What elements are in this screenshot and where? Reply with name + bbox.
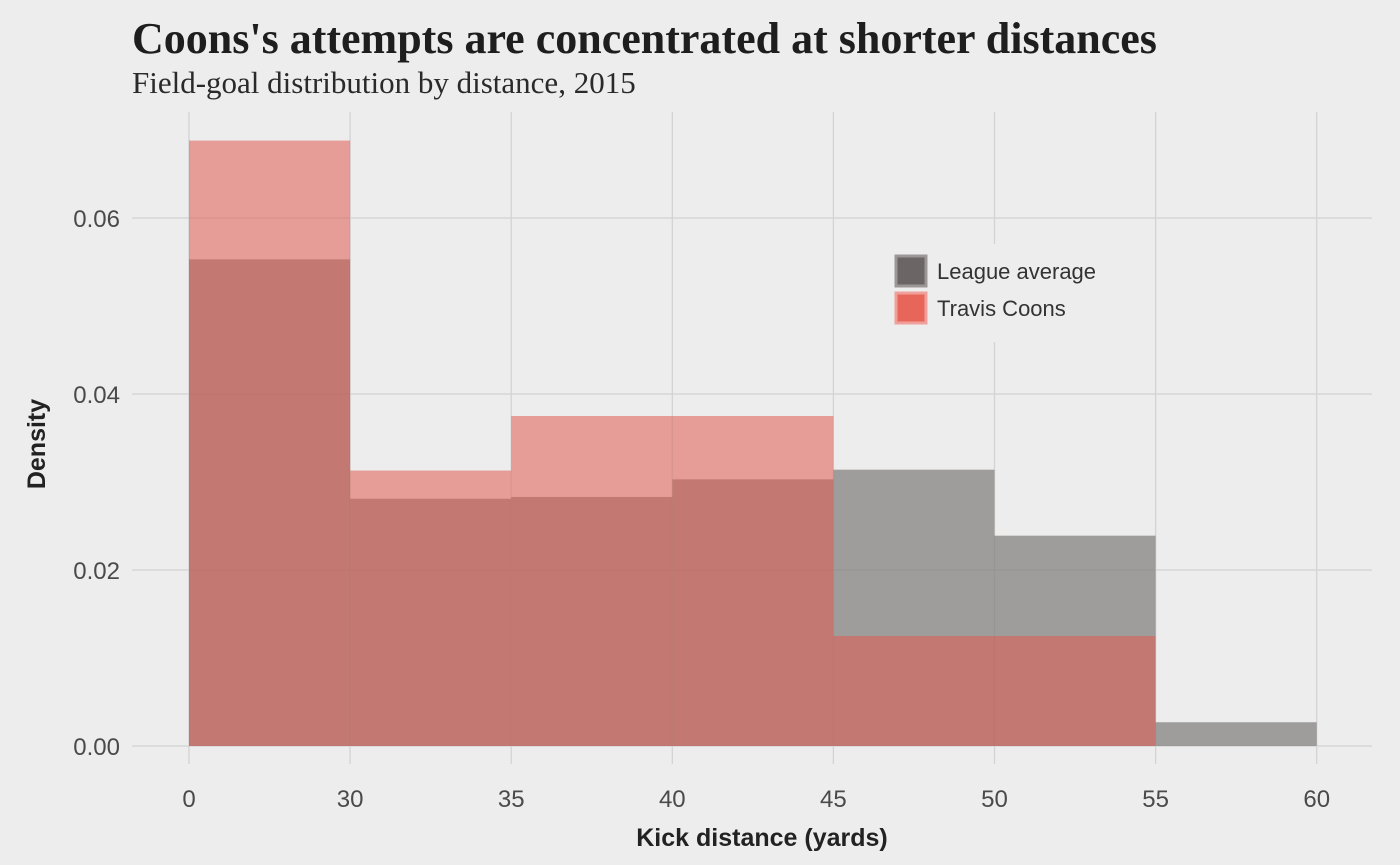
- chart-subtitle: Field-goal distribution by distance, 201…: [132, 65, 636, 100]
- travis-coons-bar: [350, 470, 512, 746]
- travis-coons-bar: [189, 140, 351, 746]
- x-tick-label: 30: [337, 786, 364, 813]
- travis-coons-bar: [833, 636, 995, 746]
- x-tick-label: 35: [498, 786, 525, 813]
- x-tick-label: 60: [1303, 786, 1330, 813]
- x-tick-label: 0: [182, 786, 195, 813]
- x-tick-label: 50: [981, 786, 1008, 813]
- y-tick-label: 0.06: [73, 206, 120, 233]
- travis-coons-bar: [511, 416, 673, 746]
- league-average-bar: [1155, 722, 1317, 746]
- chart-title: Coons's attempts are concentrated at sho…: [132, 14, 1157, 63]
- y-tick-label: 0.00: [73, 734, 120, 761]
- y-tick-label: 0.04: [73, 382, 120, 409]
- legend: League average Travis Coons: [894, 254, 1096, 325]
- travis-coons-swatch: [894, 291, 928, 325]
- x-tick-label: 45: [820, 786, 847, 813]
- travis-coons-bar: [672, 416, 834, 746]
- y-axis-ticks: 0.00 0.02 0.04 0.06: [73, 206, 120, 761]
- x-axis-ticks: 0 30 35 40 45 50 55 60: [182, 786, 1330, 813]
- y-axis-label: Density: [23, 399, 51, 489]
- x-tick-label: 55: [1142, 786, 1169, 813]
- x-tick-label: 40: [659, 786, 686, 813]
- travis-coons-bar: [994, 636, 1156, 746]
- league-average-legend-label: League average: [937, 259, 1096, 284]
- travis-coons-legend-label: Travis Coons: [937, 296, 1066, 321]
- y-tick-label: 0.02: [73, 558, 120, 585]
- x-axis-label: Kick distance (yards): [636, 824, 888, 852]
- travis-coons-bars: [189, 140, 1156, 746]
- league-average-swatch: [894, 254, 928, 288]
